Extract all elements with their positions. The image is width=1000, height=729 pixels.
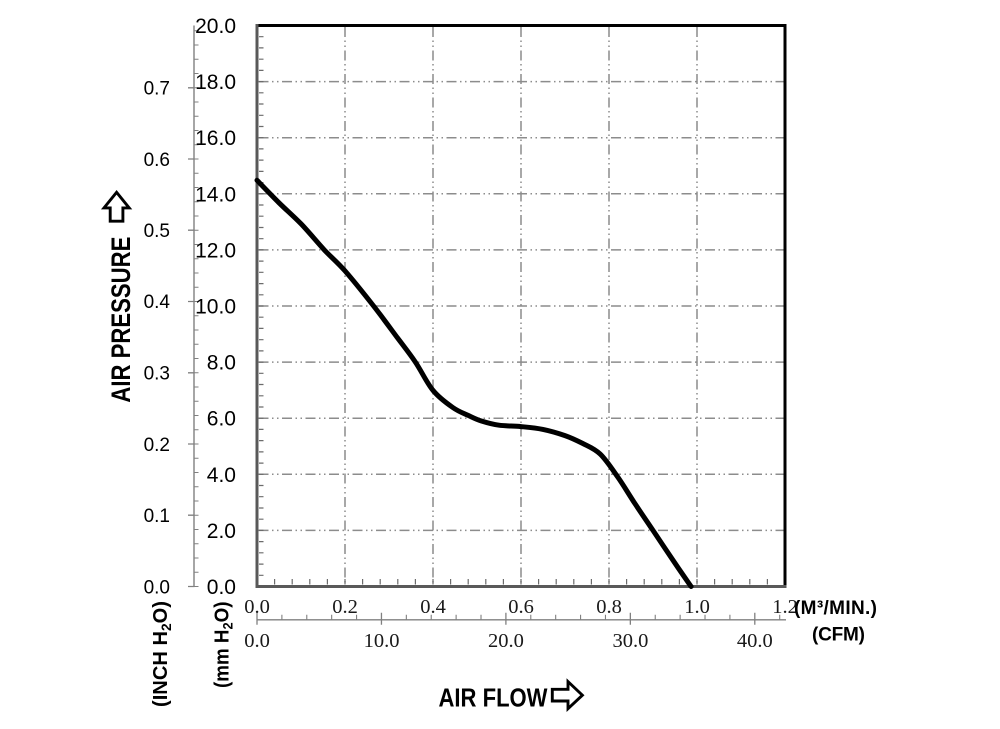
svg-text:AIR FLOW: AIR FLOW <box>439 685 549 713</box>
svg-text:20.0: 20.0 <box>195 15 236 38</box>
svg-text:4.0: 4.0 <box>207 464 236 487</box>
svg-text:8.0: 8.0 <box>207 352 236 375</box>
svg-text:0.6: 0.6 <box>144 150 170 171</box>
svg-text:30.0: 30.0 <box>612 630 648 652</box>
svg-text:0.0: 0.0 <box>244 630 270 652</box>
svg-text:0.6: 0.6 <box>508 596 534 618</box>
svg-text:1.2: 1.2 <box>772 596 798 618</box>
svg-text:0.1: 0.1 <box>144 506 170 527</box>
svg-text:0.2: 0.2 <box>144 435 170 456</box>
svg-text:0.4: 0.4 <box>420 596 446 618</box>
svg-text:1.0: 1.0 <box>684 596 710 618</box>
svg-text:16.0: 16.0 <box>195 127 236 150</box>
svg-text:10.0: 10.0 <box>364 630 400 652</box>
svg-text:0.2: 0.2 <box>332 596 358 618</box>
svg-text:AIR PRESSURE: AIR PRESSURE <box>106 237 136 403</box>
svg-text:0.7: 0.7 <box>144 79 170 100</box>
svg-text:0.5: 0.5 <box>144 221 170 242</box>
svg-text:(mm H2O): (mm H2O) <box>211 602 236 689</box>
svg-text:0.3: 0.3 <box>144 364 170 385</box>
svg-text:20.0: 20.0 <box>488 630 524 652</box>
svg-text:(M³/MIN.): (M³/MIN.) <box>794 598 877 619</box>
svg-text:18.0: 18.0 <box>195 71 236 94</box>
svg-text:12.0: 12.0 <box>195 239 236 262</box>
svg-text:0.0: 0.0 <box>207 576 236 599</box>
svg-text:0.4: 0.4 <box>144 292 171 313</box>
svg-text:0.0: 0.0 <box>144 577 170 598</box>
svg-text:6.0: 6.0 <box>207 408 236 431</box>
svg-text:0.0: 0.0 <box>244 596 270 618</box>
svg-text:10.0: 10.0 <box>195 296 236 319</box>
svg-text:14.0: 14.0 <box>195 183 236 206</box>
svg-text:0.8: 0.8 <box>596 596 622 618</box>
svg-text:(INCH H2O): (INCH H2O) <box>149 601 174 707</box>
svg-text:(CFM): (CFM) <box>812 625 865 646</box>
svg-text:2.0: 2.0 <box>207 520 236 543</box>
svg-text:40.0: 40.0 <box>737 630 773 652</box>
